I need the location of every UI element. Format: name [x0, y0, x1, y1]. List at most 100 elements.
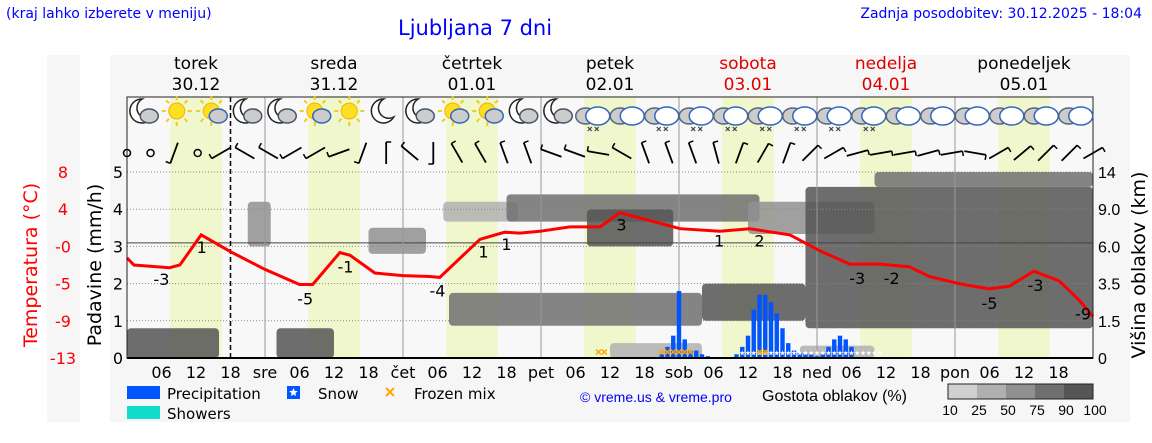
x-tick-label: 18	[634, 363, 654, 382]
snow-marker	[820, 350, 826, 356]
cloud-icon	[989, 106, 1025, 126]
precipitation-bar	[751, 309, 756, 358]
x-tick-label: 06	[565, 363, 585, 382]
day-name: torek	[174, 54, 218, 74]
snow-marker	[849, 350, 854, 356]
wind-barb-icon	[258, 142, 279, 160]
x-tick-label: 12	[324, 363, 344, 382]
precip-tick: 0	[113, 349, 123, 368]
day-name: nedelja	[855, 54, 917, 74]
x-tick-label: 18	[358, 363, 378, 382]
temperature-data-label: 3	[616, 216, 626, 235]
wind-barb-icon	[385, 141, 392, 164]
wind-barb-icon	[428, 142, 435, 165]
precipitation-bar	[837, 335, 843, 358]
wind-barb-icon	[823, 146, 847, 160]
wind-barb-icon	[563, 144, 586, 158]
cloud-icon	[885, 106, 921, 126]
x-tick-label: 12	[186, 363, 206, 382]
moon-icon	[370, 98, 396, 124]
moon-cloud-icon	[129, 98, 159, 124]
snow-marker	[843, 350, 849, 356]
x-tick-label: 12	[1014, 363, 1034, 382]
wind-barb-icon	[893, 150, 917, 157]
snow-legend-label: Snow	[318, 385, 358, 403]
frozen-mix-marker	[756, 348, 763, 356]
snow-marker	[831, 350, 837, 356]
wind-barb-icon	[499, 140, 509, 164]
sun-icon	[161, 96, 192, 126]
moon-cloud-icon	[405, 98, 435, 124]
frozen-mix-marker	[595, 348, 602, 356]
wind-barb-icon	[869, 150, 894, 157]
wind-barb-icon	[586, 146, 610, 156]
wind-barb-icon	[917, 149, 941, 157]
frozen-mix-marker	[670, 348, 677, 356]
precip-tick: 4	[113, 200, 123, 219]
day-date: 31.12	[310, 75, 359, 95]
temperature-data-label: -3	[154, 270, 170, 289]
temperature-data-label: -3	[1028, 276, 1044, 295]
cloud-patch	[276, 328, 334, 358]
cloud-patch	[443, 201, 518, 222]
x-tick-label: 06	[427, 363, 447, 382]
cloud-patch	[702, 283, 806, 321]
wind-barb-icon	[964, 150, 987, 160]
cloud-density-title: Gostota oblakov (%)	[762, 388, 907, 405]
precipitation-bar	[832, 339, 837, 358]
temperature-data-label: -5	[297, 289, 313, 308]
daylight-band	[170, 97, 222, 358]
x-tick-label: 18	[910, 363, 930, 382]
temperature-tick: 4	[58, 200, 68, 219]
x-tick-label: 12	[600, 363, 620, 382]
day-name: ponedeljek	[977, 54, 1071, 74]
cloud-icon	[1058, 106, 1094, 126]
temperature-data-label: -2	[884, 269, 900, 288]
x-tick-label: sob	[665, 363, 693, 382]
cloud-patch	[127, 328, 219, 358]
day-date: 04.01	[862, 75, 911, 95]
wind-barb-icon	[664, 140, 674, 164]
cloud-height-tick: 9.0	[1098, 202, 1120, 219]
sun-cloud-icon	[472, 96, 504, 126]
cloud-patch	[874, 172, 1093, 187]
frozen-mix-legend-label: Frozen mix	[414, 385, 496, 403]
cloud-density-level: 75	[1029, 402, 1045, 418]
cloud-density-swatch	[1006, 384, 1035, 399]
x-tick-label: pon	[940, 363, 970, 382]
day-date: 02.01	[586, 75, 635, 95]
wind-barb-icon	[234, 142, 255, 160]
frozen-mix-marker	[687, 348, 694, 356]
cloud-height-tick: 6.0	[1098, 239, 1120, 256]
snow-marker	[854, 350, 860, 356]
credit-link: © vreme.us & vreme.pro	[580, 389, 732, 405]
snow-marker	[860, 350, 866, 356]
day-name: sobota	[719, 54, 777, 74]
x-tick-label: 18	[220, 363, 240, 382]
wind-barb-icon	[208, 146, 232, 160]
cloud-snow-icon	[644, 106, 680, 132]
x-tick-label: pet	[528, 363, 554, 382]
x-tick-label: 06	[841, 363, 861, 382]
precip-tick: 5	[113, 163, 123, 182]
wind-barb-icon	[450, 140, 464, 163]
cloud-density-swatch	[1064, 384, 1093, 399]
temperature-tick: -13	[50, 349, 76, 368]
precipitation-bar	[734, 354, 739, 358]
snow-marker	[808, 350, 814, 356]
wind-barb-icon	[522, 140, 533, 164]
cloud-icon	[1023, 106, 1059, 126]
snow-marker	[780, 350, 785, 356]
wind-barb-icon	[1083, 146, 1106, 160]
frozen-mix-icon	[385, 387, 395, 397]
precipitation-bar	[791, 350, 797, 358]
temperature-data-label: -5	[982, 294, 998, 313]
wind-barb-icon	[279, 146, 302, 160]
snow-marker	[785, 350, 791, 356]
x-tick-label: sre	[253, 363, 277, 382]
snow-marker	[751, 350, 757, 356]
cloud-snow-icon	[782, 106, 818, 132]
cloud-icon	[954, 106, 990, 126]
x-tick-label: 12	[738, 363, 758, 382]
